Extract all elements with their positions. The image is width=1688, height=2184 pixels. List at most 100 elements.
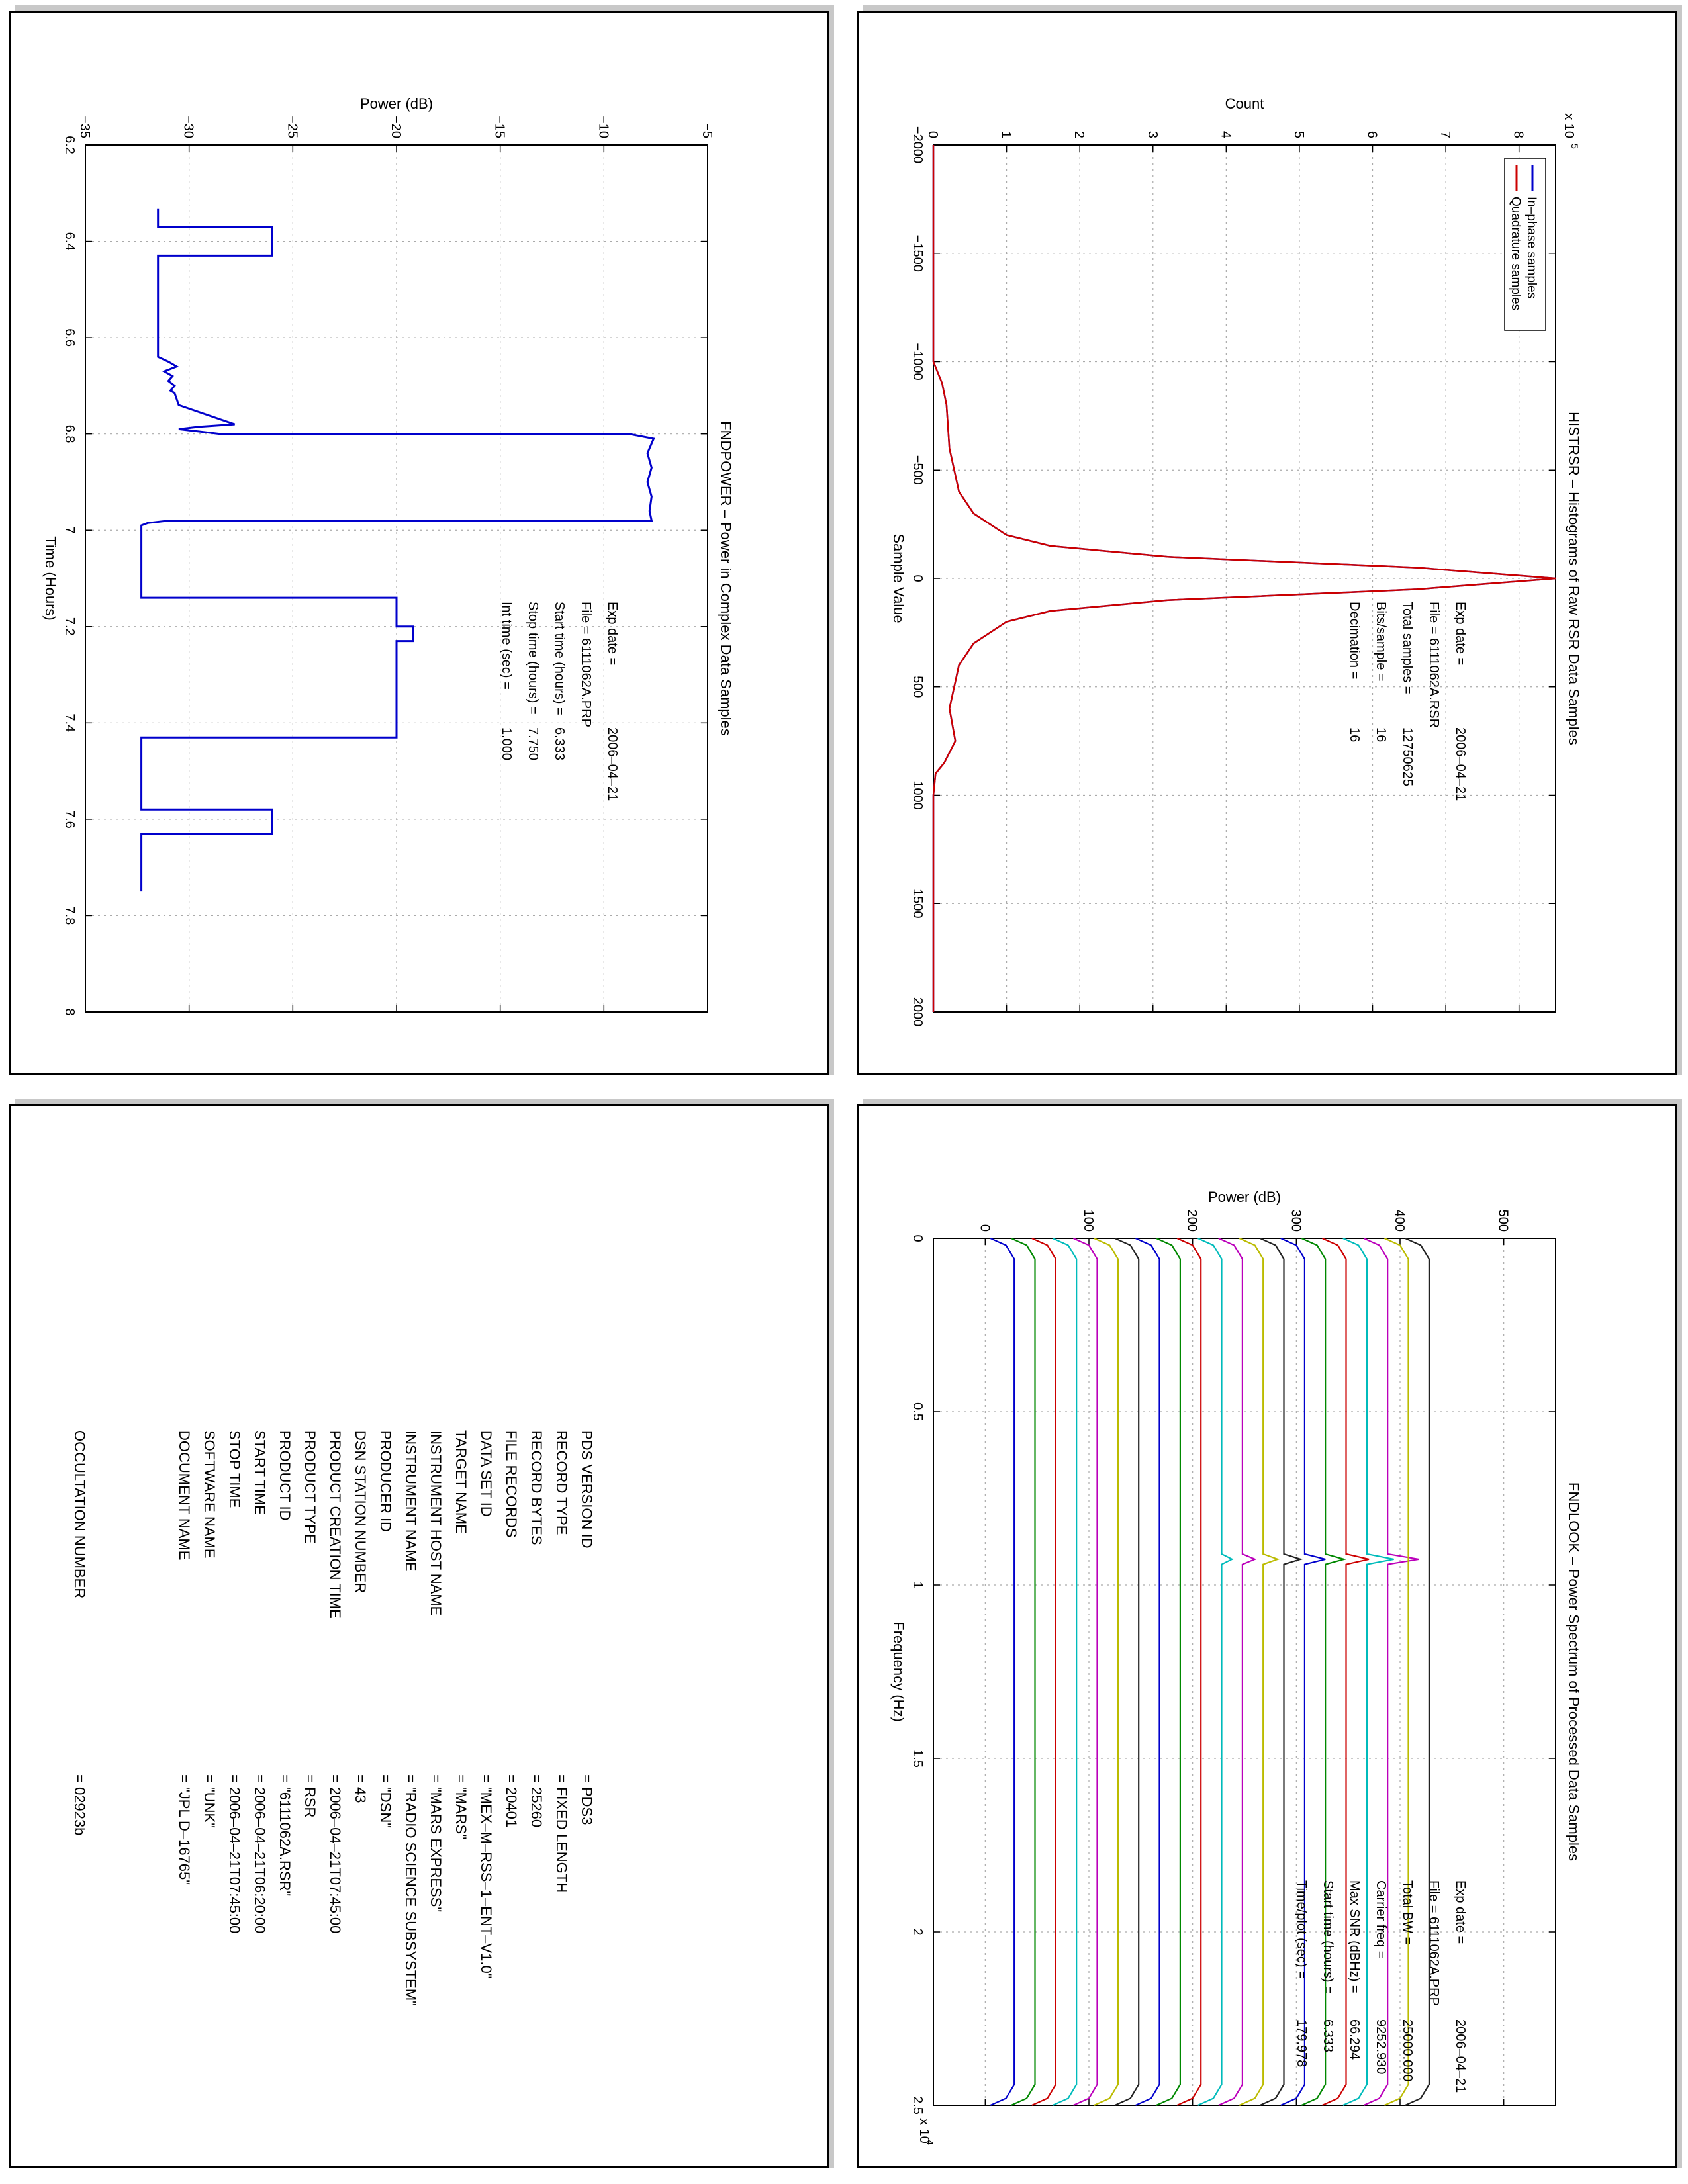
- info-label: File = 6111062A.PRP: [579, 602, 593, 727]
- x-tick-label: −1500: [910, 235, 925, 272]
- info-label: Max SNR (dBHz) =: [1347, 1880, 1362, 1993]
- y-tick-label: 8: [1511, 131, 1526, 138]
- x-tick-label: 0.5: [910, 1402, 925, 1421]
- label-value: = 43: [352, 1774, 369, 1803]
- label-key: RECORD TYPE: [553, 1430, 570, 1535]
- label-value: = 02923b: [71, 1774, 88, 1835]
- label-value: = 2006–04–21T07:45:00: [327, 1774, 344, 1933]
- info-label: Start time (hours) =: [1321, 1880, 1335, 1994]
- y-tick-label: −5: [700, 123, 714, 138]
- info-value: 6.333: [1321, 2019, 1335, 2052]
- spectrum-trace-15: [1301, 1237, 1347, 2107]
- info-label: File = 6111062A.PRP: [1427, 1880, 1441, 2006]
- y-tick-label: 2: [1072, 131, 1086, 138]
- x-tick-label: 7.6: [62, 810, 77, 829]
- info-label: Stop time (hours) =: [526, 602, 540, 715]
- info-value: 6.333: [552, 727, 567, 760]
- histrsr-chart: −2000 −1500 −1000 −500 0 500 1000 1500 2000 0 1 2 3 4…: [890, 95, 1582, 1027]
- spectrum-trace-9: [1176, 1237, 1202, 2107]
- y-axis-label: Power (dB): [360, 95, 433, 112]
- x-tick-label: 1: [910, 1581, 925, 1588]
- label-value: = "MEX–M–RSS–1–ENT–V1.0": [478, 1774, 494, 1978]
- chart-title: HISTRSR – Histograms of Raw RSR Data Sam…: [1566, 412, 1582, 745]
- label-value: = 2006–04–21T07:45:00: [226, 1774, 243, 1933]
- label-key: PRODUCER ID: [377, 1430, 394, 1532]
- info-label: Exp date =: [1453, 1880, 1468, 1944]
- x-tick-label: −500: [910, 455, 925, 485]
- x-tick-label: 2000: [910, 997, 925, 1027]
- y-tick-label: 1: [999, 131, 1013, 138]
- label-value: = "MARS": [453, 1774, 469, 1839]
- label-table-panel: PDS VERSION ID = PDS3 RECORD TYPE = FIXED L…: [9, 1104, 829, 2168]
- y-tick-label: −35: [77, 116, 92, 138]
- y-tick-label: 400: [1392, 1210, 1407, 1232]
- x-exponent: x 10: [917, 2118, 931, 2144]
- spectrum-trace-12: [1239, 1237, 1280, 2107]
- y-tick-label: 6: [1365, 131, 1380, 138]
- label-key: TARGET NAME: [453, 1430, 469, 1534]
- plot-frame: [85, 144, 708, 1013]
- panel-shadow: [1677, 1104, 1682, 2168]
- y-tick-label: 300: [1288, 1210, 1303, 1232]
- fndpower-chart: 6.2 6.4 6.6 6.8 7 7.2 7.4 7.6 7.8 8 −35 −30 −25 −20 −1…: [42, 95, 734, 1016]
- plot-frame: [933, 1238, 1556, 2106]
- info-label: Time/plot (sec) =: [1294, 1880, 1309, 1979]
- chart-title: FNDLOOK – Power Spectrum of Processed Da…: [1566, 1482, 1582, 1861]
- info-label: Total samples =: [1400, 602, 1415, 694]
- label-value: = "UNK": [201, 1774, 218, 1828]
- x-tick-label: 7.8: [62, 907, 77, 925]
- chart-title: FNDPOWER – Power in Complex Data Samples: [718, 421, 734, 736]
- y-tick-label: 4: [1218, 131, 1233, 138]
- panel-shadow: [15, 5, 834, 11]
- legend-entry: In–phase samples: [1524, 197, 1538, 298]
- label-value: = FIXED LENGTH: [553, 1774, 570, 1893]
- info-value: 7.750: [526, 727, 540, 760]
- y-tick-label: −30: [181, 116, 196, 138]
- label-key: RECORD BYTES: [528, 1430, 545, 1545]
- x-tick-label: 8: [62, 1008, 77, 1015]
- spectrum-trace-13: [1260, 1237, 1303, 2107]
- spectrum-trace-1: [1011, 1237, 1036, 2107]
- x-tick-label: 7.2: [62, 617, 77, 636]
- y-axis-label: Count: [1225, 95, 1264, 112]
- info-label: Start time (hours) =: [552, 602, 567, 715]
- info-label: File = 6111062A.RSR: [1427, 602, 1441, 728]
- info-label: Int time (sec) =: [499, 602, 514, 690]
- x-tick-label: 6.2: [62, 136, 77, 154]
- spectrum-trace-0: [990, 1237, 1015, 2107]
- info-value: 2006–04–21: [1453, 727, 1468, 801]
- label-key: INSTRUMENT NAME: [402, 1430, 419, 1572]
- y-tick-label: 7: [1438, 131, 1452, 138]
- y-tick-label: 3: [1145, 131, 1160, 138]
- label-key: START TIME: [252, 1430, 268, 1515]
- label-value: = "6111062A.RSR": [277, 1774, 293, 1896]
- info-value: 1.000: [499, 727, 514, 760]
- y-tick-label: −15: [492, 116, 507, 138]
- x-tick-label: 6.8: [62, 425, 77, 443]
- y-exponent-power: 5: [1570, 144, 1580, 149]
- x-tick-label: 7.4: [62, 713, 77, 732]
- y-tick-label: −10: [596, 116, 610, 138]
- label-key: STOP TIME: [226, 1430, 243, 1508]
- fndlook-panel: 0 0.5 1 1.5 2 2.5 0 100 200 300 400 500 x 10 4 FNDLOOK…: [857, 1104, 1677, 2168]
- x-tick-label: 0: [910, 1234, 925, 1242]
- spectrum-trace-6: [1114, 1237, 1140, 2107]
- info-label: Total BW =: [1400, 1880, 1415, 1944]
- label-value: = 20401: [503, 1774, 520, 1827]
- spectrum-trace-16: [1322, 1237, 1370, 2107]
- legend-box: [1504, 158, 1546, 331]
- spectrum-trace-4: [1073, 1237, 1098, 2107]
- spectrum-trace-3: [1052, 1237, 1078, 2107]
- info-value: 9252.930: [1374, 2019, 1388, 2074]
- panel-shadow: [863, 1099, 1682, 1104]
- x-tick-label: 1000: [910, 780, 925, 810]
- label-value: = 2006–04–21T06:20:00: [252, 1774, 268, 1933]
- x-tick-label: 0: [910, 574, 925, 582]
- x-axis-label: Frequency (Hz): [890, 1621, 907, 1722]
- x-tick-label: 1500: [910, 889, 925, 919]
- y-exponent: x 10: [1562, 113, 1576, 138]
- info-label: Bits/sample =: [1374, 602, 1388, 682]
- spectrum-trace-19: [1384, 1237, 1409, 2107]
- spectrum-trace-10: [1197, 1237, 1234, 2107]
- label-key: PRODUCT TYPE: [302, 1430, 318, 1544]
